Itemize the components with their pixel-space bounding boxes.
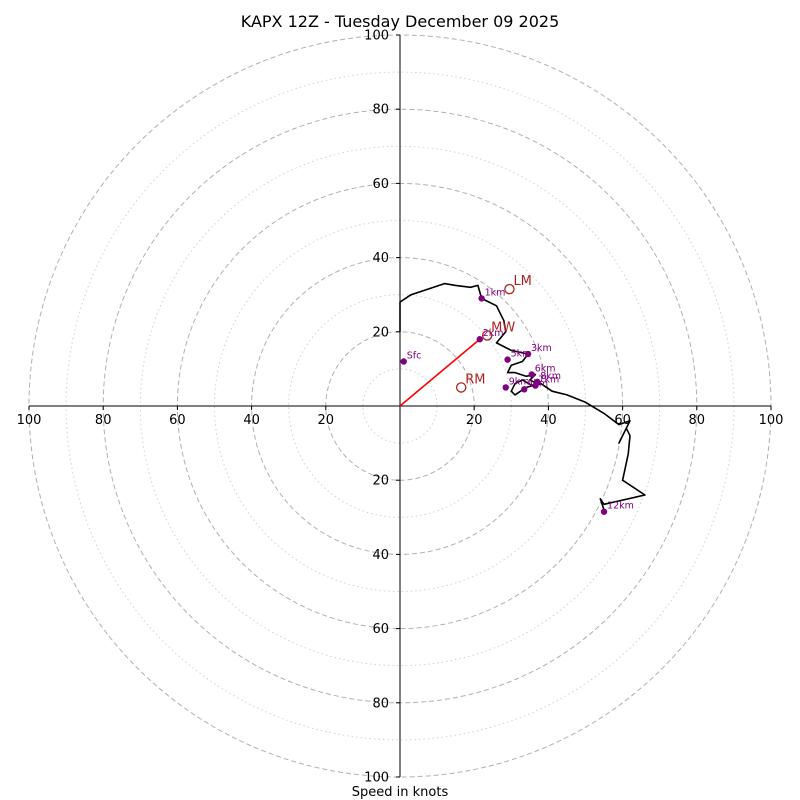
height-marker-1km [478, 295, 485, 302]
y-tick-label: 60 [372, 177, 389, 192]
y-tick-label: 60 [372, 622, 389, 637]
y-tick-label: 20 [372, 474, 389, 489]
height-marker-3km [524, 350, 532, 358]
hodograph-trace [399, 282, 646, 511]
motion-marker-rm [455, 382, 467, 393]
motion-label-lm: LM [513, 274, 531, 289]
height-label-sfc: Sfc [407, 350, 422, 361]
height-marker-8km [534, 378, 541, 386]
height-label-7km: 7km [538, 375, 559, 386]
x-tick-label: 100 [17, 413, 42, 428]
height-marker-5km [504, 356, 511, 363]
x-tick-label: 40 [540, 413, 557, 428]
height-label-5km: 5km [511, 349, 532, 360]
y-tick-label: 40 [372, 548, 389, 563]
y-tick-label: 100 [364, 29, 389, 44]
motion-marker-lm [504, 283, 515, 295]
motion-marker-mw [481, 330, 493, 341]
height-marker-2km [476, 336, 483, 343]
y-tick-label: 40 [372, 251, 389, 266]
chart-title: KAPX 12Z - Tuesday December 09 2025 [241, 12, 560, 31]
height-label-1km: 1km [485, 287, 506, 298]
x-tick-label: 80 [95, 413, 112, 428]
height-marker-6km [528, 371, 535, 378]
height-label-8km: 8km [540, 371, 561, 382]
motion-label-mw: MW [491, 321, 515, 336]
height-label-9km: 9km [509, 376, 530, 387]
height-label-12km: 12km [607, 501, 634, 512]
x-tick-label: 20 [318, 413, 335, 428]
x-tick-label: 40 [243, 413, 260, 428]
markers: Sfc1km2km3km4km5km6km7km8km9km12kmLMMWRM [400, 274, 634, 515]
motion-label-rm: RM [465, 372, 485, 387]
x-tick-label: 20 [466, 413, 483, 428]
height-marker-12km [600, 508, 608, 515]
height-marker-9km [502, 384, 509, 391]
y-tick-label: 100 [364, 771, 389, 786]
y-tick-label: 80 [372, 103, 389, 118]
x-tick-label: 60 [169, 413, 186, 428]
y-tick-label: 80 [372, 696, 389, 711]
x-tick-label: 100 [759, 413, 784, 428]
height-label-2km: 2km [483, 328, 504, 339]
height-marker-sfc [400, 358, 407, 365]
x-axis-label: Speed in knots [352, 785, 449, 800]
shear-vector-line [399, 338, 481, 407]
tick-labels: 100 80 60 40 20 20 40 60 80 100100806040202040608… [17, 29, 784, 786]
height-label-6km: 6km [535, 363, 556, 374]
x-tick-label: 80 [689, 413, 706, 428]
height-label-3km: 3km [531, 343, 552, 354]
y-tick-label: 20 [372, 325, 389, 340]
height-marker-4km [521, 386, 528, 393]
hodograph-line [399, 282, 646, 511]
